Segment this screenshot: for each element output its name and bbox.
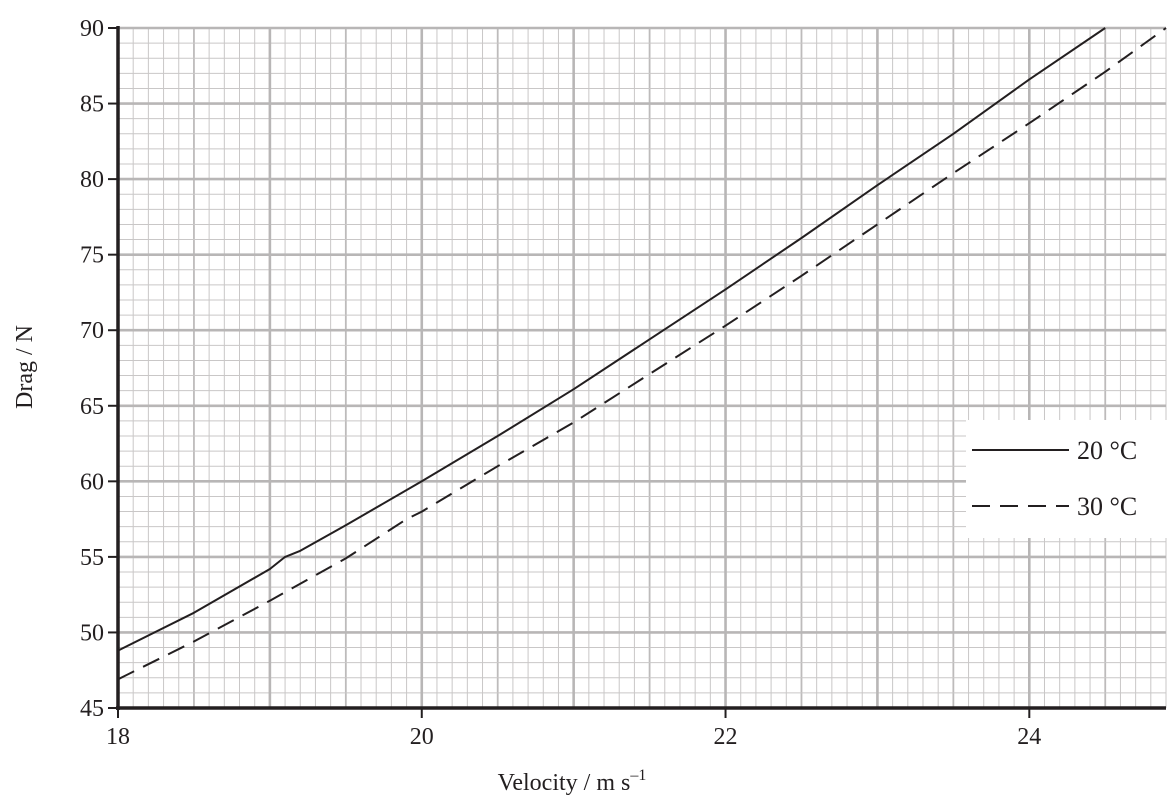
y-tick-label: 70 (80, 318, 104, 344)
x-axis-label: Velocity / m s–1 (498, 767, 647, 796)
y-tick-label: 65 (80, 394, 104, 420)
y-tick-label: 90 (80, 16, 104, 42)
x-tick-label: 24 (1017, 724, 1041, 750)
series-line-20c (117, 27, 1106, 652)
y-tick-label: 85 (80, 92, 104, 118)
y-tick-label: 55 (80, 545, 104, 571)
series-line-30c (117, 27, 1167, 681)
x-tick-label: 22 (714, 724, 738, 750)
x-tick-label: 18 (106, 724, 130, 750)
grid-minor (118, 28, 1167, 708)
tick-labels: 45 50 55 60 65 70 75 80 85 90 18 20 22 24 (80, 16, 1041, 750)
y-tick-label: 80 (80, 167, 104, 193)
y-tick-label: 60 (80, 469, 104, 495)
y-axis-label: Drag / N (12, 325, 38, 409)
axes (108, 26, 1166, 718)
y-tick-label: 50 (80, 620, 104, 646)
y-tick-label: 75 (80, 243, 104, 269)
series-layer (117, 27, 1167, 681)
grid-major (116, 26, 1166, 710)
legend: 20 °C 30 °C (966, 420, 1168, 538)
y-tick-label: 45 (80, 696, 104, 722)
x-axis-label-main: Velocity / m s (498, 770, 631, 796)
x-tick-label: 20 (410, 724, 434, 750)
legend-box (966, 420, 1168, 538)
x-axis-label-superscript: –1 (629, 767, 646, 784)
legend-label-20c: 20 °C (1077, 436, 1137, 465)
legend-label-30c: 30 °C (1077, 492, 1137, 521)
